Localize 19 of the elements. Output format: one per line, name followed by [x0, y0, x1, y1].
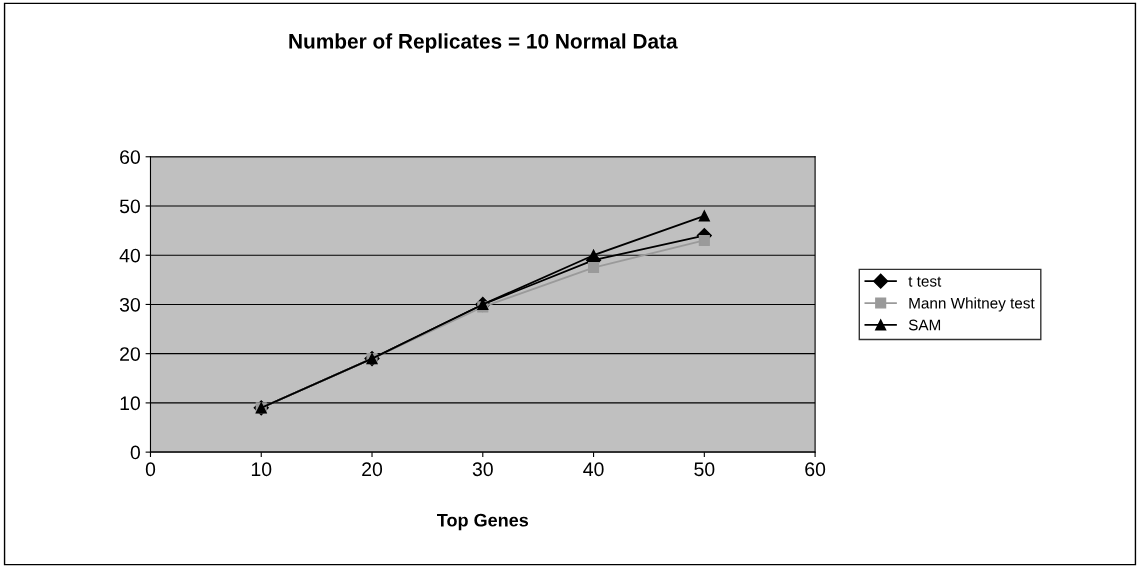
y-tick-label: 40: [119, 248, 140, 263]
y-tick-label: 60: [120, 150, 140, 164]
legend-label: SAM: [908, 319, 941, 331]
x-tick-label: 0: [145, 462, 156, 477]
y-tick-label: 0: [130, 445, 140, 460]
x-axis-title: Top Genes: [437, 513, 529, 531]
legend-label: Mann Whitney test: [909, 297, 1035, 312]
x-tick-label: 60: [805, 462, 826, 477]
y-tick-label: 30: [119, 297, 140, 312]
x-tick-label: 40: [583, 462, 604, 477]
x-tick-label: 20: [362, 462, 383, 477]
y-tick-label: 20: [120, 347, 140, 361]
chart-title: Number of Replicates = 10 Normal Data: [289, 33, 678, 53]
y-tick-label: 50: [119, 199, 140, 214]
y-tick-label: 10: [120, 396, 140, 411]
x-tick-label: 30: [472, 462, 493, 477]
x-tick-label: 50: [694, 462, 715, 477]
x-tick-label: 10: [251, 462, 272, 477]
legend-label: t test: [908, 276, 942, 287]
